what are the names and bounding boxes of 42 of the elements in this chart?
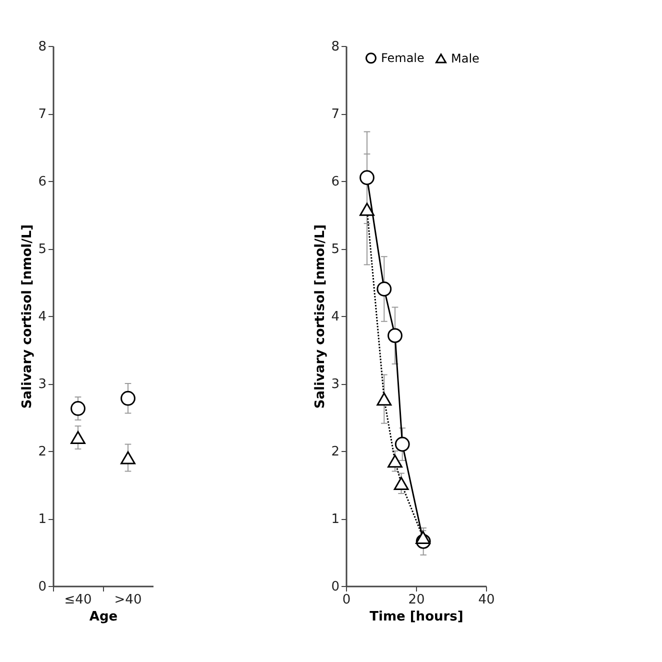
y-tick-label: 8 — [38, 40, 46, 54]
x-tick-label: ≤40 — [64, 592, 92, 608]
point — [360, 202, 374, 216]
point — [376, 282, 392, 296]
y-axis-title: Salivary cortisol [nmol/L] — [313, 224, 328, 409]
x-axis-title: Age — [89, 610, 118, 624]
point — [70, 401, 86, 416]
y-tick-label: 0 — [38, 580, 46, 594]
point — [394, 476, 409, 490]
y-tick-label: 5 — [331, 242, 340, 257]
y-tick-label: 7 — [38, 107, 46, 122]
y-tick-label: 0 — [331, 580, 340, 594]
y-tick-label: 6 — [38, 174, 46, 190]
y-tick-label: 4 — [331, 310, 340, 324]
point — [416, 530, 430, 544]
x-tick-label: >40 — [114, 592, 142, 608]
legend-label: Female — [381, 51, 424, 66]
point — [360, 170, 374, 186]
y-tick-label: 2 — [38, 444, 46, 460]
point — [394, 436, 410, 452]
y-tick-label: 8 — [331, 40, 340, 54]
legend-label: Male — [451, 51, 480, 66]
y-tick-label: 7 — [331, 107, 340, 122]
point — [376, 392, 392, 406]
x-tick-label: 40 — [478, 592, 495, 608]
y-tick-label: 2 — [331, 444, 340, 460]
y-tick-label: 3 — [331, 377, 340, 392]
y-tick-label: 5 — [38, 242, 46, 257]
y-tick-label: 1 — [331, 512, 340, 527]
x-axis-title: Time [hours] — [370, 610, 464, 624]
point — [120, 390, 136, 406]
point — [70, 430, 86, 444]
x-tick-label: 20 — [408, 592, 425, 608]
point — [120, 451, 136, 464]
y-tick-label: 4 — [38, 310, 46, 324]
y-tick-label: 6 — [331, 174, 340, 190]
y-tick-label: 3 — [38, 377, 46, 392]
y-axis-title: Salivary cortisol [nmol/L] — [20, 224, 36, 409]
point — [388, 454, 402, 468]
x-tick-label: 0 — [342, 592, 351, 608]
point — [388, 328, 402, 344]
y-tick-label: 1 — [38, 512, 46, 527]
